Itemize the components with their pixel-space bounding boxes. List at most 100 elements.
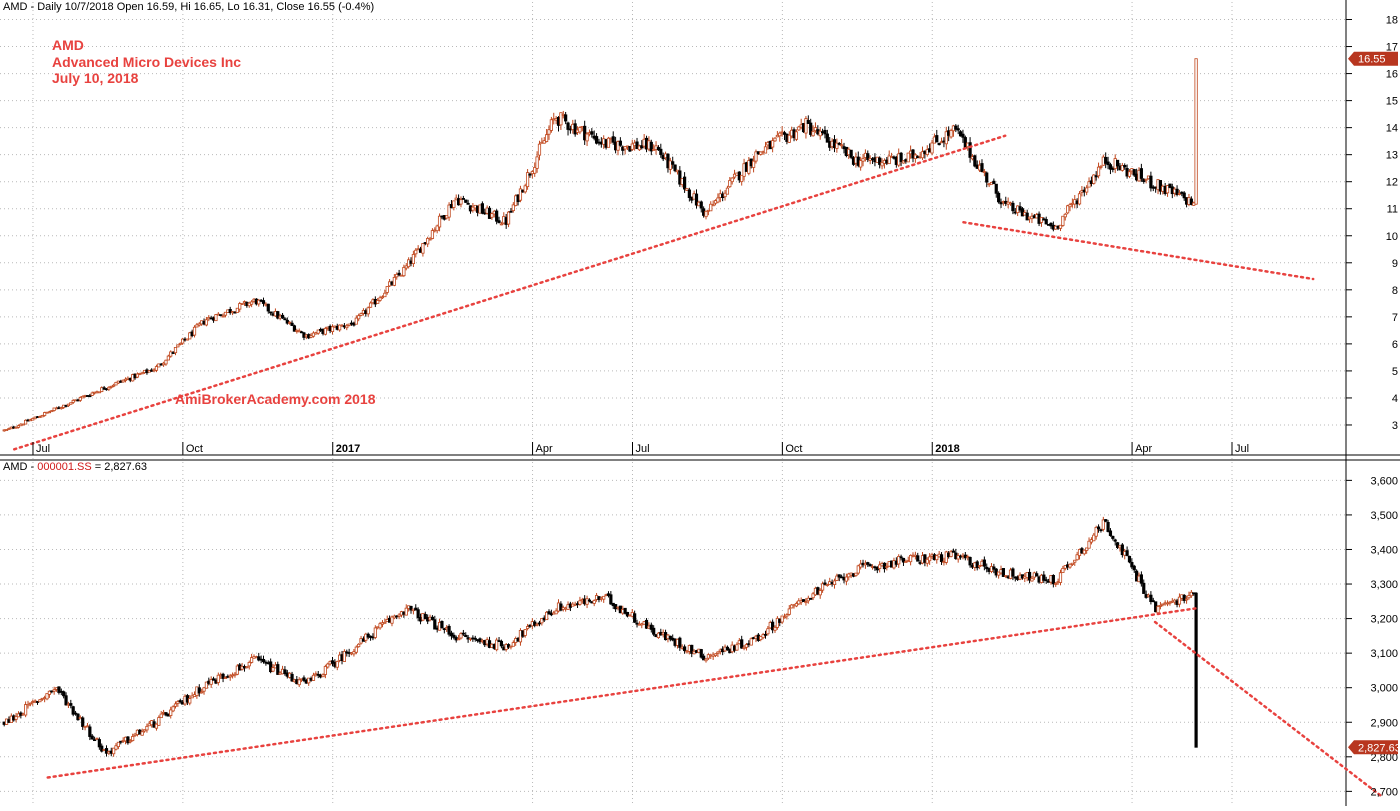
candle-body <box>97 391 101 394</box>
candle-body <box>773 137 777 142</box>
candle-body <box>678 637 682 648</box>
candle-body <box>535 623 539 626</box>
candle-body <box>735 644 739 651</box>
candle-body <box>31 418 35 421</box>
candle-body <box>461 632 465 635</box>
candle-body <box>292 325 297 332</box>
candle-body <box>1123 165 1127 168</box>
candle-body <box>290 673 294 682</box>
candle-body <box>395 273 399 278</box>
candle-body <box>985 172 989 183</box>
candle-body <box>766 628 770 635</box>
y-tick-label: 3,600 <box>1370 475 1398 487</box>
bottom-header-prefix: AMD - <box>3 461 37 473</box>
candle-body <box>956 128 960 131</box>
x-tick-label: Jul <box>1235 443 1249 455</box>
candle-body <box>740 174 744 183</box>
candle-body <box>169 351 173 357</box>
candle-body <box>528 173 532 176</box>
candle-body <box>114 745 118 750</box>
candle-body <box>694 193 699 206</box>
candle-body <box>761 634 765 639</box>
candle-body <box>1087 540 1091 549</box>
candle-body <box>511 204 515 211</box>
candle-body <box>849 149 853 158</box>
candle-body <box>1044 219 1048 225</box>
candle-body <box>559 603 563 611</box>
candle-body <box>447 204 451 218</box>
candle-body <box>1011 202 1015 212</box>
candle-body <box>656 632 661 638</box>
bottom-panel-header: AMD - 000001.SS = 2,827.63 <box>3 461 147 473</box>
candle-body <box>368 302 373 308</box>
top-panel-grid <box>0 0 1346 460</box>
amd-price-axis: 3 4 5 6 7 8 9 10 11 12 13 14 15 16 17 18 <box>1346 15 1398 432</box>
candle-body <box>290 322 294 326</box>
candle-body <box>809 122 813 135</box>
y-tick-label: 13 <box>1386 150 1398 162</box>
candle-body <box>978 565 982 568</box>
candle-body <box>1151 600 1155 603</box>
candle-body <box>633 613 637 623</box>
candle-body <box>373 627 377 638</box>
x-tick-label: Oct <box>186 443 203 455</box>
candle-body <box>266 303 270 312</box>
candle-body <box>835 142 839 149</box>
candle-body <box>716 197 720 203</box>
candle-body <box>775 617 779 628</box>
candle-body <box>525 172 530 188</box>
candle-body <box>1030 577 1034 582</box>
candle-body <box>559 112 563 126</box>
candle-body <box>885 566 889 568</box>
candle-body <box>466 202 470 205</box>
y-tick-label: 11 <box>1387 204 1398 216</box>
candle-body <box>859 563 863 568</box>
candle-body <box>937 142 941 146</box>
candle-body <box>145 725 149 731</box>
candle-body <box>704 658 708 662</box>
candle-body <box>1184 598 1189 601</box>
candle-body <box>704 210 708 218</box>
candle-body <box>944 131 948 145</box>
candle-body <box>140 372 144 375</box>
candle-body <box>549 119 553 131</box>
candle-body <box>547 129 551 135</box>
candle-body <box>818 590 822 596</box>
candle-body <box>635 622 639 625</box>
candle-body <box>585 598 589 605</box>
candle-body <box>690 644 694 654</box>
y-tick-label: 2,900 <box>1370 717 1398 729</box>
candle-body <box>728 180 732 188</box>
candle-body <box>185 338 189 341</box>
candle-body <box>878 157 882 165</box>
y-tick-label: 17 <box>1386 42 1398 54</box>
candle-body <box>747 160 751 174</box>
candle-body <box>716 651 720 654</box>
candle-body <box>709 203 713 212</box>
candle-body <box>24 704 28 716</box>
y-tick-label: 16 <box>1386 69 1398 81</box>
candle-body <box>818 130 822 137</box>
candle-body <box>825 133 829 143</box>
candle-body <box>1068 563 1072 568</box>
candle-body <box>302 677 306 681</box>
candle-body <box>782 616 787 619</box>
candle-body <box>683 176 687 190</box>
candle-body <box>471 206 475 211</box>
candle-body <box>269 661 273 673</box>
y-tick-label: 3,500 <box>1370 510 1398 522</box>
watermark: AmiBrokerAcademy.com 2018 <box>175 391 376 407</box>
x-tick-label: Apr <box>1135 443 1152 455</box>
candle-body <box>204 681 209 689</box>
candle-body <box>437 215 442 228</box>
index-last-value: 2,827.63 <box>1358 742 1400 754</box>
candle-body <box>1061 567 1065 573</box>
candle-body <box>1139 168 1143 179</box>
candle-body <box>1142 582 1146 594</box>
candle-body <box>57 686 61 693</box>
candle-body <box>742 646 746 649</box>
amd-last-value: 16.55 <box>1358 54 1386 66</box>
candle-body <box>449 632 454 637</box>
candle-body <box>644 619 649 629</box>
candle-body <box>81 717 85 727</box>
